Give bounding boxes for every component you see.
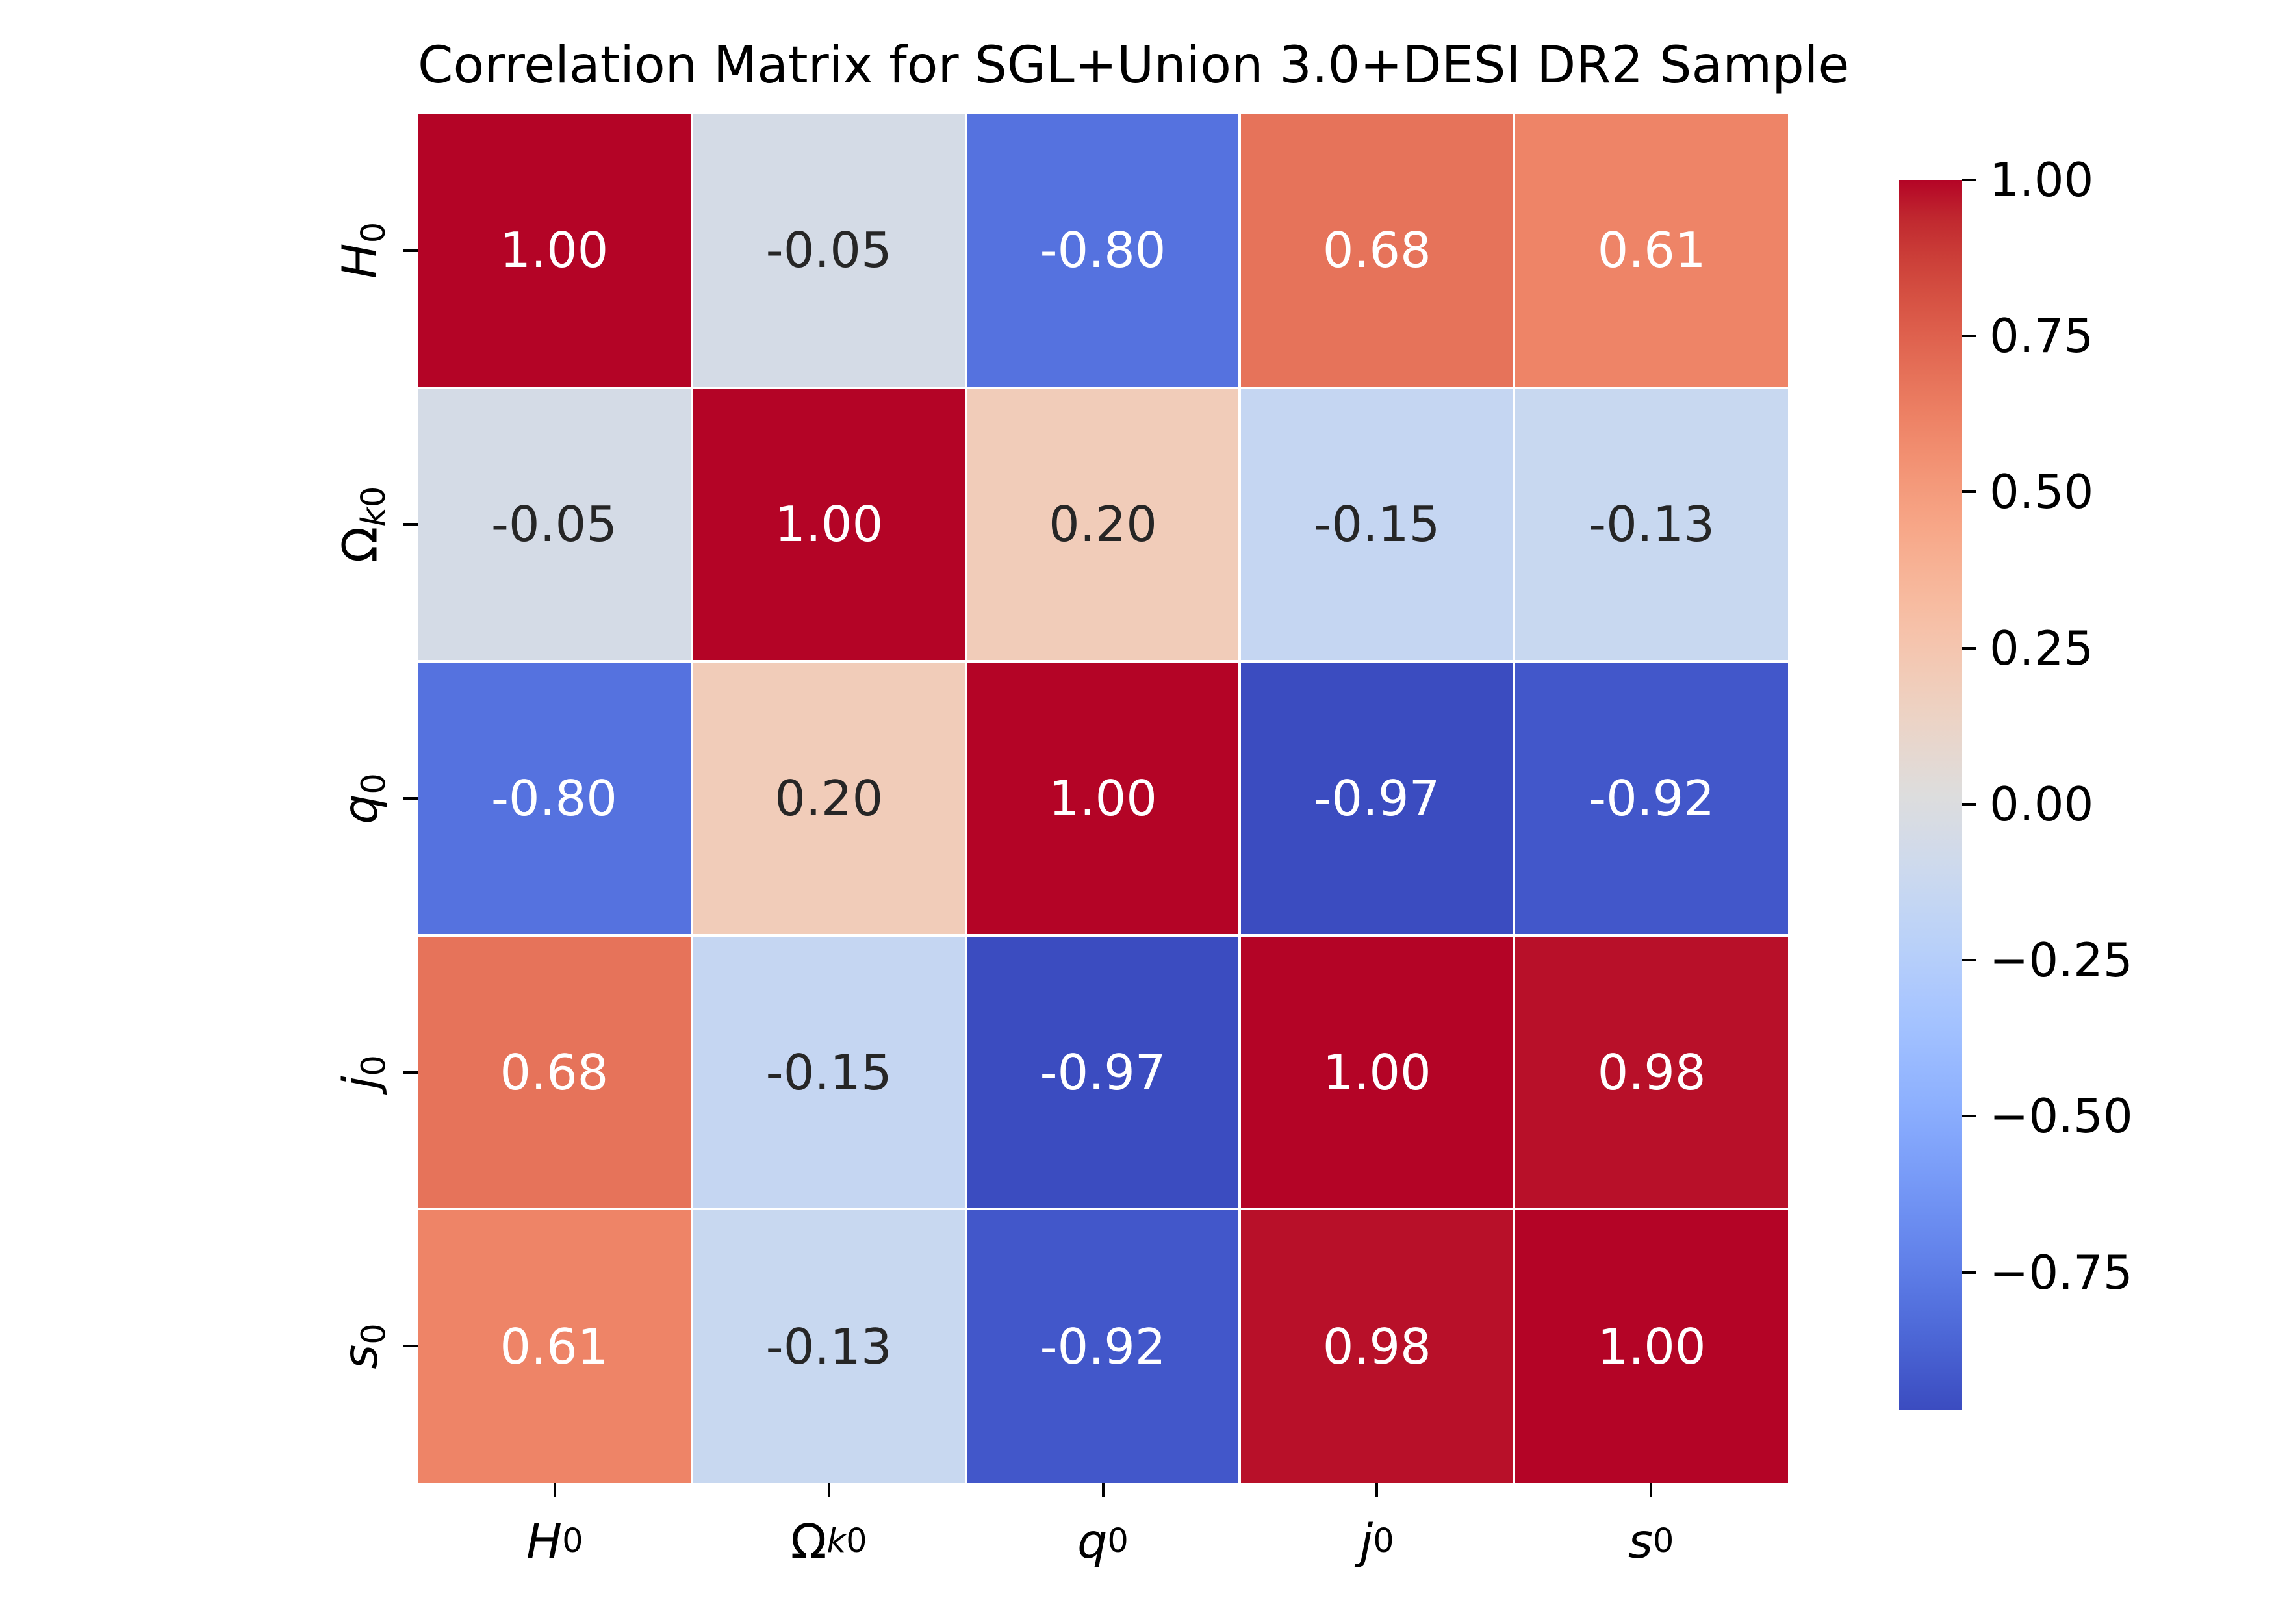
y-tick-mark bbox=[403, 1345, 418, 1348]
y-axis-label: s0 bbox=[289, 1275, 432, 1417]
heatmap-cell: -0.92 bbox=[1515, 663, 1788, 934]
heatmap-cell: -0.97 bbox=[1241, 663, 1513, 934]
heatmap-cell: -0.80 bbox=[418, 663, 691, 934]
axis-label-base: Ω bbox=[333, 526, 389, 563]
colorbar bbox=[1899, 180, 1962, 1410]
colorbar-tick-label: −0.75 bbox=[1989, 1245, 2133, 1300]
colorbar-tick-label: 0.00 bbox=[1989, 776, 2094, 831]
y-axis-label: q0 bbox=[289, 727, 432, 870]
y-tick-mark bbox=[403, 523, 418, 526]
colorbar-tick-label: −0.50 bbox=[1989, 1089, 2133, 1144]
axis-label-base: Ω bbox=[790, 1514, 827, 1569]
y-tick-mark bbox=[403, 1071, 418, 1074]
heatmap-cell: -0.97 bbox=[967, 936, 1239, 1208]
heatmap-cell: 0.61 bbox=[1515, 114, 1788, 387]
x-tick-mark bbox=[1375, 1483, 1379, 1497]
heatmap-cell: -0.92 bbox=[967, 1210, 1239, 1483]
heatmap-cell: 1.00 bbox=[418, 114, 691, 387]
heatmap-cell: 0.20 bbox=[693, 663, 965, 934]
axis-label-base: q bbox=[333, 794, 389, 824]
heatmap-cell: -0.15 bbox=[693, 936, 965, 1208]
colorbar-tick-label: 0.25 bbox=[1989, 620, 2094, 676]
heatmap-cell: 0.68 bbox=[1241, 114, 1513, 387]
colorbar-tick-mark bbox=[1962, 959, 1976, 962]
heatmap-cell: 1.00 bbox=[1515, 1210, 1788, 1483]
axis-label-base: H bbox=[526, 1514, 563, 1569]
x-tick-mark bbox=[827, 1483, 830, 1497]
heatmap-cell: 0.98 bbox=[1241, 1210, 1513, 1483]
colorbar-tick-label: −0.25 bbox=[1989, 933, 2133, 988]
heatmap-cell: 0.20 bbox=[967, 388, 1239, 661]
heatmap-cell: -0.15 bbox=[1241, 388, 1513, 661]
x-tick-mark bbox=[1650, 1483, 1653, 1497]
heatmap-cell: -0.13 bbox=[693, 1210, 965, 1483]
chart-title: Correlation Matrix for SGL+Union 3.0+DES… bbox=[418, 36, 1850, 95]
axis-label-base: s bbox=[1628, 1514, 1653, 1569]
axis-label-subscript: k0 bbox=[355, 486, 394, 527]
heatmap-cell: -0.13 bbox=[1515, 388, 1788, 661]
x-tick-mark bbox=[1101, 1483, 1105, 1497]
axis-label-base: s bbox=[333, 1344, 389, 1369]
axis-label-subscript: 0 bbox=[355, 1055, 394, 1076]
colorbar-tick-mark bbox=[1962, 1115, 1976, 1118]
colorbar-tick-mark bbox=[1962, 490, 1976, 494]
axis-label-base: j bbox=[1359, 1514, 1373, 1569]
axis-label-base: q bbox=[1077, 1514, 1108, 1569]
axis-label-subscript: 0 bbox=[355, 222, 394, 244]
x-tick-mark bbox=[553, 1483, 556, 1497]
colorbar-tick-mark bbox=[1962, 335, 1976, 338]
heatmap-cell: -0.05 bbox=[693, 114, 965, 387]
axis-label-subscript: 0 bbox=[355, 1323, 394, 1345]
colorbar-tick-mark bbox=[1962, 1271, 1976, 1274]
heatmap-cell: -0.05 bbox=[418, 388, 691, 661]
heatmap-cell: 0.98 bbox=[1515, 936, 1788, 1208]
axis-label-base: j bbox=[333, 1076, 389, 1089]
y-tick-mark bbox=[403, 797, 418, 800]
colorbar-tick-label: 1.00 bbox=[1989, 153, 2094, 207]
axis-label-base: H bbox=[333, 243, 389, 279]
colorbar-tick-label: 0.75 bbox=[1989, 309, 2094, 364]
colorbar-tick-label: 0.50 bbox=[1989, 464, 2094, 520]
heatmap-cell: 1.00 bbox=[693, 388, 965, 661]
heatmap-cell: 1.00 bbox=[967, 663, 1239, 934]
colorbar-tick-mark bbox=[1962, 802, 1976, 806]
y-axis-label: j0 bbox=[289, 1001, 432, 1144]
y-tick-mark bbox=[403, 249, 418, 252]
heatmap-cell: 1.00 bbox=[1241, 936, 1513, 1208]
heatmap-cell: -0.80 bbox=[967, 114, 1239, 387]
heatmap-cell: 0.68 bbox=[418, 936, 691, 1208]
axis-label-subscript: 0 bbox=[355, 772, 394, 794]
y-axis-label: Ωk0 bbox=[289, 453, 432, 596]
colorbar-tick-mark bbox=[1962, 179, 1976, 181]
heatmap-cell: 0.61 bbox=[418, 1210, 691, 1483]
y-axis-label: H0 bbox=[289, 179, 432, 322]
colorbar-tick-mark bbox=[1962, 646, 1976, 650]
